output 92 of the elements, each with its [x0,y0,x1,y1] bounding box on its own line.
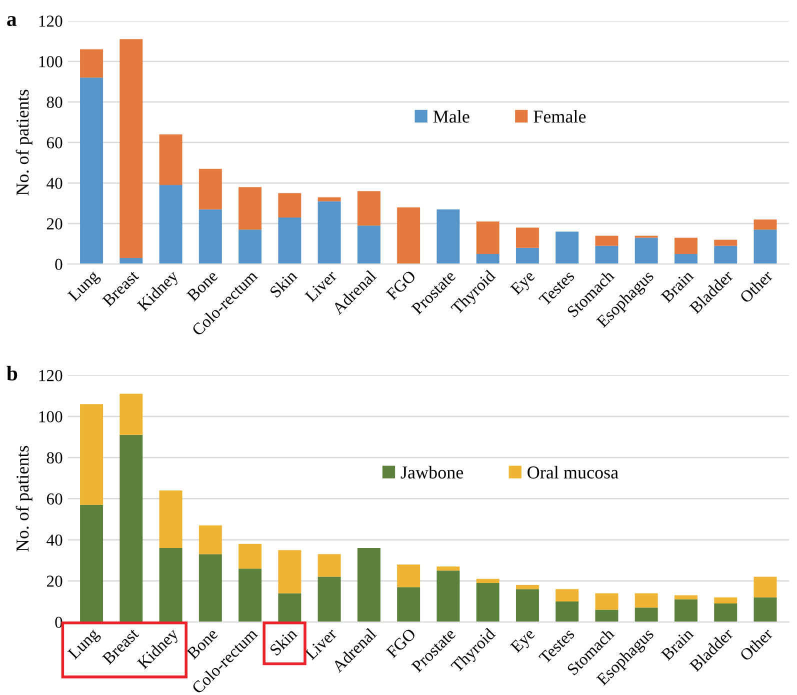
bar [80,78,104,264]
bar [198,168,222,210]
legend-label: Male [433,110,470,123]
y-axis-title: No. of patients [16,446,32,552]
bar [159,490,182,548]
chart-title: b [6,366,18,381]
bar [120,394,143,435]
bar [516,585,539,590]
bar [634,593,658,608]
bar [674,238,698,254]
y-tick-label: 120 [39,16,62,27]
bar [754,576,777,598]
bar [595,236,618,246]
legend-label: Jawbone [400,466,464,479]
y-tick-label: 40 [46,178,62,189]
bar [754,597,777,622]
bar [397,587,420,622]
bar [318,576,341,622]
bar [634,238,658,264]
bar [159,548,182,622]
legend-label: Female [534,110,586,123]
bar [674,599,698,622]
bar [120,434,143,622]
chart-title: a [7,16,17,26]
bar [278,550,302,594]
y-tick-label: 120 [39,370,62,382]
bar [516,589,539,622]
bar [238,568,262,622]
bar [634,608,658,622]
bar [238,230,262,264]
bar [278,193,302,218]
bar [516,228,539,248]
bar [476,578,500,583]
y-tick-label: 80 [46,96,62,108]
bar [397,564,420,588]
y-tick-label: 60 [46,493,62,505]
bar [754,220,777,230]
bar [714,246,738,264]
legend-label: Oral mucosa [528,466,618,479]
bar [159,185,182,264]
bar [120,39,143,258]
x-tick-label: Eye [510,270,538,298]
y-tick-label: 0 [55,258,62,270]
y-tick-label: 40 [46,534,62,546]
y-tick-label: 20 [46,576,62,587]
bar [436,566,460,571]
bar [357,191,380,226]
bar [238,187,262,230]
bar [595,593,618,610]
y-tick-label: 100 [39,56,62,68]
x-tick-label: Skin [268,627,298,656]
bar [198,209,222,264]
bar [318,197,341,202]
bar [80,504,104,622]
bar [318,554,341,577]
y-tick-label: 80 [46,452,62,464]
bar [556,232,579,264]
y-tick-label: 20 [46,218,62,230]
bar [556,589,579,602]
bar [754,230,777,264]
bar [238,544,262,569]
bar [397,207,420,264]
bar [318,201,341,264]
bar [357,548,380,622]
bar [278,217,302,264]
bar [714,604,738,622]
bar [476,222,500,254]
bar [595,246,618,264]
bar [674,254,698,264]
bar [80,404,104,505]
bar [556,601,579,622]
bar [476,254,500,264]
x-tick-label: Skin [268,269,298,298]
bar [436,570,460,622]
bar [516,248,539,264]
bar [278,593,302,622]
x-tick-label: Eye [510,628,538,656]
bar [357,226,380,264]
y-axis-title: No. of patients [16,90,32,196]
y-tick-label: 60 [46,137,62,148]
bar [198,554,222,622]
bar [714,597,738,604]
bar [120,258,143,264]
bar [674,595,698,600]
bar [80,49,104,78]
bar [476,582,500,622]
bar [436,209,460,264]
bar [595,610,618,622]
y-tick-label: 100 [39,411,62,422]
bar [714,240,738,246]
bar [159,134,182,186]
bar [198,525,222,554]
